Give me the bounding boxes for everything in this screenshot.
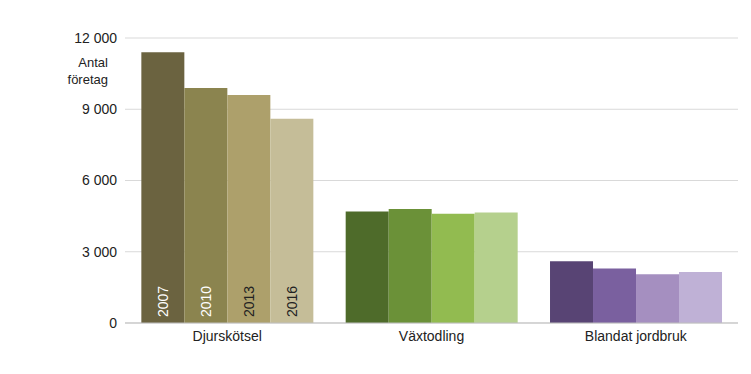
svg-text:6 000: 6 000 xyxy=(82,172,117,188)
svg-text:2010: 2010 xyxy=(198,286,214,317)
svg-text:2013: 2013 xyxy=(241,286,257,317)
html-text:företag: företag xyxy=(67,72,108,87)
html-text:Antal: Antal xyxy=(78,55,108,70)
svg-text:3 000: 3 000 xyxy=(82,244,117,260)
svg-text:2016: 2016 xyxy=(284,286,300,317)
svg-text:Blandat jordbruk: Blandat jordbruk xyxy=(585,328,688,344)
svg-text:2007: 2007 xyxy=(155,286,171,317)
svg-text:9 000: 9 000 xyxy=(82,101,117,117)
svg-text:12 000: 12 000 xyxy=(74,30,117,46)
svg-text:0: 0 xyxy=(109,315,117,331)
svg-text:Djurskötsel: Djurskötsel xyxy=(193,328,262,344)
svg-text:Växtodling: Växtodling xyxy=(399,328,464,344)
